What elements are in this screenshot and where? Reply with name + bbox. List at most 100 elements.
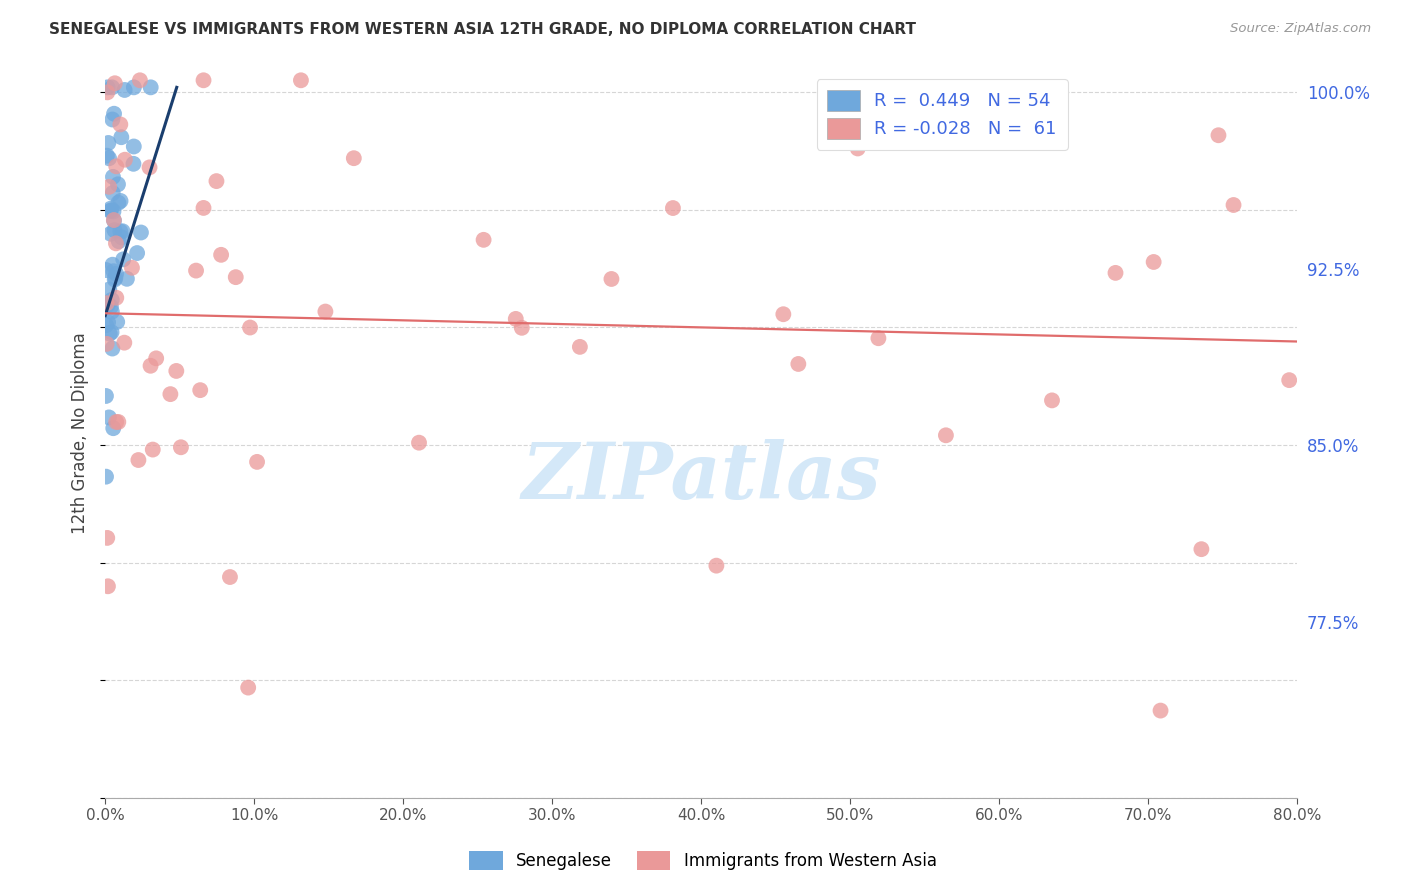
Point bbox=[139, 80, 162, 95]
Legend: R =  0.449   N = 54, R = -0.028   N =  61: R = 0.449 N = 54, R = -0.028 N = 61 bbox=[817, 79, 1067, 150]
Point bbox=[107, 234, 129, 248]
Point bbox=[239, 320, 262, 334]
Point bbox=[97, 298, 120, 312]
Point bbox=[105, 415, 128, 429]
Point bbox=[193, 73, 215, 87]
Point bbox=[1189, 542, 1212, 557]
Point bbox=[188, 383, 211, 397]
Point bbox=[935, 428, 957, 442]
Point bbox=[101, 80, 124, 95]
Point bbox=[97, 315, 120, 329]
Point bbox=[94, 469, 117, 483]
Point bbox=[138, 161, 160, 175]
Point bbox=[139, 359, 162, 373]
Point bbox=[193, 201, 215, 215]
Text: Source: ZipAtlas.com: Source: ZipAtlas.com bbox=[1230, 22, 1371, 36]
Point bbox=[772, 307, 794, 321]
Point bbox=[103, 421, 125, 435]
Point bbox=[111, 230, 134, 244]
Point bbox=[110, 130, 132, 145]
Point bbox=[98, 282, 121, 296]
Point bbox=[184, 263, 207, 277]
Point bbox=[1149, 704, 1171, 718]
Point bbox=[94, 318, 117, 333]
Point bbox=[96, 149, 118, 163]
Point bbox=[100, 203, 122, 218]
Point bbox=[159, 387, 181, 401]
Point bbox=[343, 151, 366, 165]
Point bbox=[98, 179, 121, 194]
Point bbox=[121, 260, 143, 275]
Point bbox=[100, 300, 122, 314]
Point bbox=[103, 204, 125, 219]
Point bbox=[165, 364, 187, 378]
Point bbox=[103, 264, 125, 278]
Point bbox=[104, 76, 127, 90]
Point bbox=[209, 248, 232, 262]
Point bbox=[101, 169, 124, 184]
Point bbox=[103, 213, 125, 227]
Point bbox=[101, 304, 124, 318]
Point bbox=[103, 223, 125, 237]
Point bbox=[846, 141, 869, 155]
Point bbox=[568, 340, 591, 354]
Point bbox=[96, 86, 118, 100]
Point bbox=[101, 112, 124, 127]
Point bbox=[100, 203, 122, 218]
Point bbox=[706, 558, 728, 573]
Point bbox=[122, 80, 145, 95]
Point bbox=[101, 186, 124, 200]
Point bbox=[787, 357, 810, 371]
Point bbox=[129, 73, 152, 87]
Point bbox=[1040, 393, 1063, 408]
Point bbox=[225, 270, 247, 285]
Point bbox=[101, 258, 124, 272]
Point bbox=[145, 351, 167, 366]
Point bbox=[105, 159, 128, 173]
Point bbox=[104, 272, 127, 286]
Point bbox=[107, 178, 129, 192]
Point bbox=[98, 151, 121, 165]
Point bbox=[96, 337, 118, 351]
Y-axis label: 12th Grade, No Diploma: 12th Grade, No Diploma bbox=[72, 333, 89, 534]
Point bbox=[105, 315, 128, 329]
Point bbox=[505, 311, 527, 326]
Point bbox=[103, 106, 125, 120]
Point bbox=[105, 291, 128, 305]
Point bbox=[868, 331, 890, 345]
Point bbox=[662, 201, 685, 215]
Point bbox=[1278, 373, 1301, 387]
Point bbox=[510, 320, 533, 334]
Point bbox=[107, 195, 129, 210]
Point bbox=[96, 296, 118, 310]
Point bbox=[600, 272, 623, 286]
Point bbox=[104, 236, 127, 251]
Point bbox=[104, 270, 127, 285]
Point bbox=[97, 136, 120, 150]
Point bbox=[408, 435, 430, 450]
Point bbox=[98, 326, 121, 341]
Point bbox=[205, 174, 228, 188]
Point bbox=[170, 440, 193, 454]
Point bbox=[110, 224, 132, 238]
Point bbox=[100, 202, 122, 216]
Point bbox=[112, 335, 135, 350]
Point bbox=[114, 83, 136, 97]
Point bbox=[1222, 198, 1244, 212]
Point bbox=[1104, 266, 1126, 280]
Legend: Senegalese, Immigrants from Western Asia: Senegalese, Immigrants from Western Asia bbox=[463, 844, 943, 877]
Text: ZIPatlas: ZIPatlas bbox=[522, 439, 882, 516]
Point bbox=[122, 157, 145, 171]
Point bbox=[97, 80, 120, 95]
Point bbox=[112, 252, 135, 267]
Point bbox=[96, 263, 118, 277]
Point bbox=[111, 224, 134, 238]
Point bbox=[114, 153, 136, 167]
Point bbox=[314, 304, 336, 318]
Point bbox=[100, 293, 122, 307]
Point bbox=[127, 453, 149, 467]
Point bbox=[122, 139, 145, 153]
Point bbox=[238, 681, 260, 695]
Point bbox=[1208, 128, 1230, 143]
Point bbox=[290, 73, 312, 87]
